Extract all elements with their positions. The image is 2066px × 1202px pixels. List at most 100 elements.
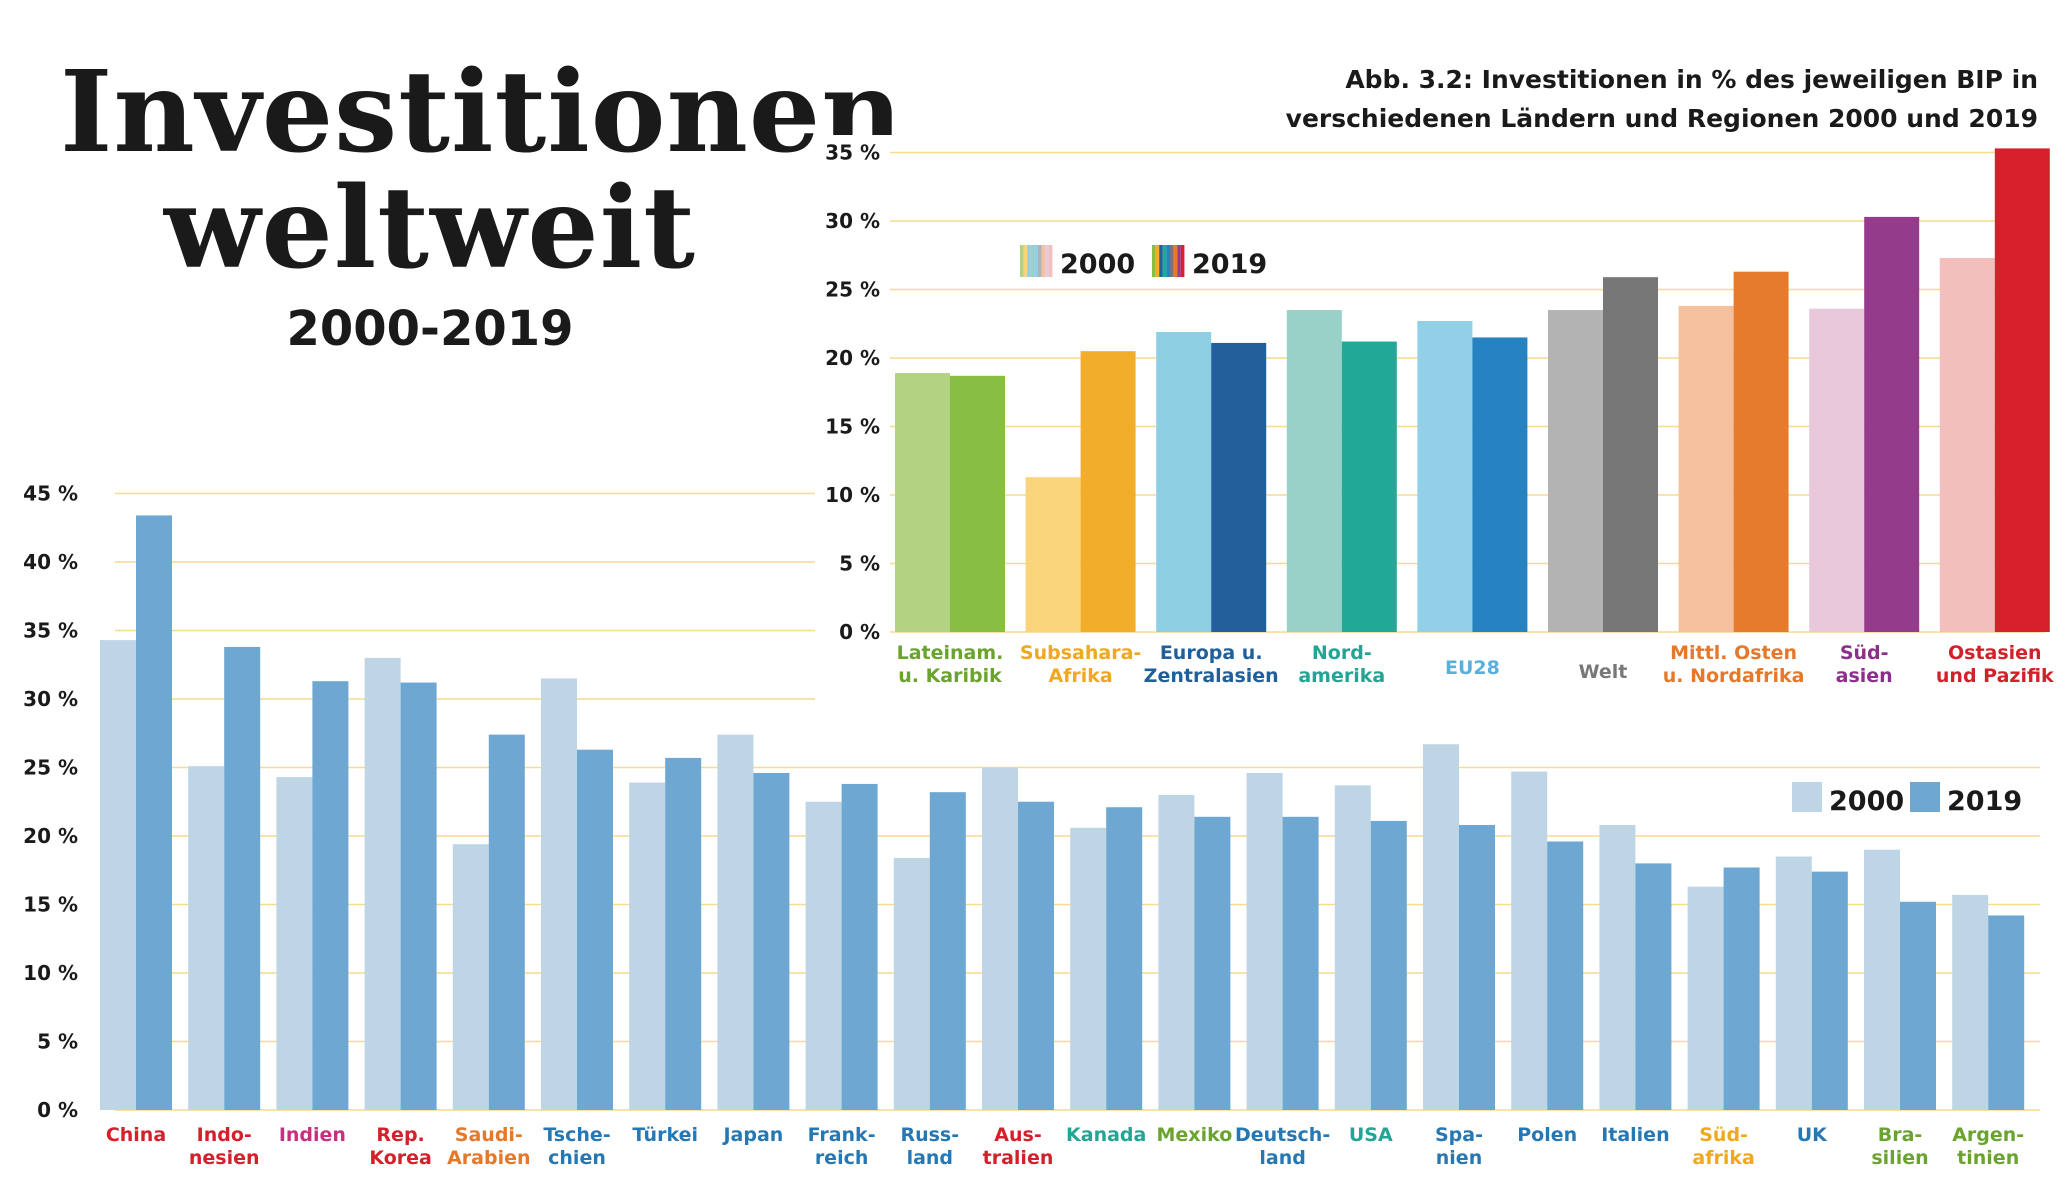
bar-2000 (805, 801, 842, 1110)
y-tick-label: 20 % (23, 824, 78, 848)
category-label: Ostasien (1948, 642, 2042, 664)
category-label: Frank- (808, 1124, 876, 1146)
category-label: Europa u. (1160, 642, 1263, 664)
category-label: u. Karibik (898, 665, 1002, 687)
bar-2019 (929, 792, 966, 1110)
legend-swatch-stripe (1048, 245, 1053, 277)
bar-2019 (1211, 342, 1267, 632)
legend-swatch-stripe (1159, 245, 1163, 277)
bar-2000 (1548, 310, 1603, 632)
figure-caption-line-1: Abb. 3.2: Investitionen in % des jeweili… (1345, 65, 2038, 94)
bar-2019 (1733, 271, 1789, 632)
category-label: nesien (189, 1147, 260, 1169)
y-tick-label: 40 % (23, 550, 78, 574)
figure-caption-line-2: verschiedenen Ländern und Regionen 2000 … (1285, 104, 2038, 133)
category-label: EU28 (1445, 657, 1500, 679)
region-chart: 0 %5 %10 %15 %20 %25 %30 %35 %Lateinam.u… (815, 135, 2055, 710)
y-tick-label: 25 % (23, 756, 78, 780)
category-label: tinien (1957, 1147, 2019, 1169)
bar-2000 (1864, 849, 1900, 1110)
bar-2000 (1809, 308, 1865, 632)
legend-label-2019: 2019 (1192, 249, 1267, 280)
legend-swatch-stripe (1045, 245, 1049, 277)
category-label: China (106, 1124, 166, 1146)
category-label: tralien (983, 1147, 1054, 1169)
category-label: Deutsch- (1235, 1124, 1330, 1146)
y-tick-label: 10 % (825, 483, 880, 507)
category-label: u. Nordafrika (1663, 665, 1805, 687)
title-block: Investitionen weltweit 2000-2019 (60, 55, 903, 358)
category-label: UK (1797, 1124, 1828, 1146)
category-label: Welt (1579, 661, 1628, 683)
category-label: Aus- (994, 1124, 1041, 1146)
legend-swatch-stripe (1162, 245, 1167, 277)
bar-2019 (577, 749, 613, 1110)
category-label: Arabien (447, 1147, 530, 1169)
legend-swatch-stripe (1170, 245, 1174, 277)
y-tick-label: 0 % (37, 1098, 78, 1122)
category-label: Mittl. Osten (1670, 642, 1797, 664)
bar-2019 (950, 375, 1005, 632)
legend-label-2019: 2019 (1947, 786, 2022, 817)
country-legend: 2000 2019 (1792, 782, 2022, 817)
category-label: Afrika (1048, 665, 1112, 687)
legend-swatch-2019 (1910, 782, 1940, 812)
category-label: Saudi- (455, 1124, 523, 1146)
category-label: Korea (369, 1147, 432, 1169)
category-label: land (907, 1147, 953, 1169)
bar-2000 (895, 373, 950, 632)
bar-2019 (841, 783, 878, 1110)
y-tick-label: 15 % (23, 893, 78, 917)
category-label: Süd- (1840, 642, 1889, 664)
category-label: reich (815, 1147, 869, 1169)
bar-2019 (1723, 867, 1760, 1110)
bar-2019 (488, 734, 525, 1110)
bar-2000 (717, 734, 754, 1110)
figure-caption: Abb. 3.2: Investitionen in % des jeweili… (1286, 60, 2038, 138)
category-label: Nord- (1312, 642, 1372, 664)
bar-2019 (1080, 351, 1136, 632)
category-label: Spa- (1435, 1124, 1483, 1146)
category-label: land (1259, 1147, 1305, 1169)
bar-2000 (100, 640, 136, 1110)
y-tick-label: 15 % (825, 415, 880, 439)
bar-2019 (1994, 148, 2050, 632)
bar-2000 (1599, 825, 1636, 1110)
category-label: Türkei (632, 1124, 698, 1146)
category-label: Bra- (1878, 1124, 1923, 1146)
bar-2019 (1106, 807, 1143, 1110)
category-label: Italien (1601, 1124, 1669, 1146)
category-label: afrika (1692, 1147, 1754, 1169)
bar-2000 (1687, 886, 1724, 1110)
category-label: nien (1436, 1147, 1482, 1169)
category-label: Kanada (1066, 1124, 1146, 1146)
legend-swatch-stripe (1020, 245, 1024, 277)
category-label: USA (1349, 1124, 1393, 1146)
bar-2000 (1025, 477, 1081, 632)
bar-2000 (1952, 894, 1989, 1110)
y-tick-label: 20 % (825, 346, 880, 370)
bar-2000 (1511, 771, 1548, 1110)
bar-2000 (1070, 827, 1107, 1110)
bar-2000 (629, 782, 666, 1110)
legend-swatch-stripe (1027, 245, 1031, 277)
category-label: Zentralasien (1144, 665, 1279, 687)
bar-2019 (1988, 915, 2025, 1110)
bar-2019 (400, 682, 437, 1110)
category-label: asien (1836, 665, 1893, 687)
y-tick-label: 35 % (23, 619, 78, 643)
bar-2019 (136, 515, 172, 1110)
y-tick-label: 10 % (23, 961, 78, 985)
y-tick-label: 5 % (839, 552, 880, 576)
category-label: Rep. (376, 1124, 424, 1146)
bar-2019 (1547, 841, 1584, 1110)
bar-2019 (665, 757, 702, 1110)
legend-swatch-stripe (1152, 245, 1156, 277)
legend-swatch-stripe (1030, 245, 1035, 277)
bar-2000 (982, 767, 1018, 1110)
category-label: Japan (721, 1124, 783, 1146)
bar-2000 (1286, 310, 1342, 632)
bar-2019 (753, 772, 790, 1110)
bar-2000 (452, 844, 489, 1110)
legend-swatch-stripe (1180, 245, 1185, 277)
